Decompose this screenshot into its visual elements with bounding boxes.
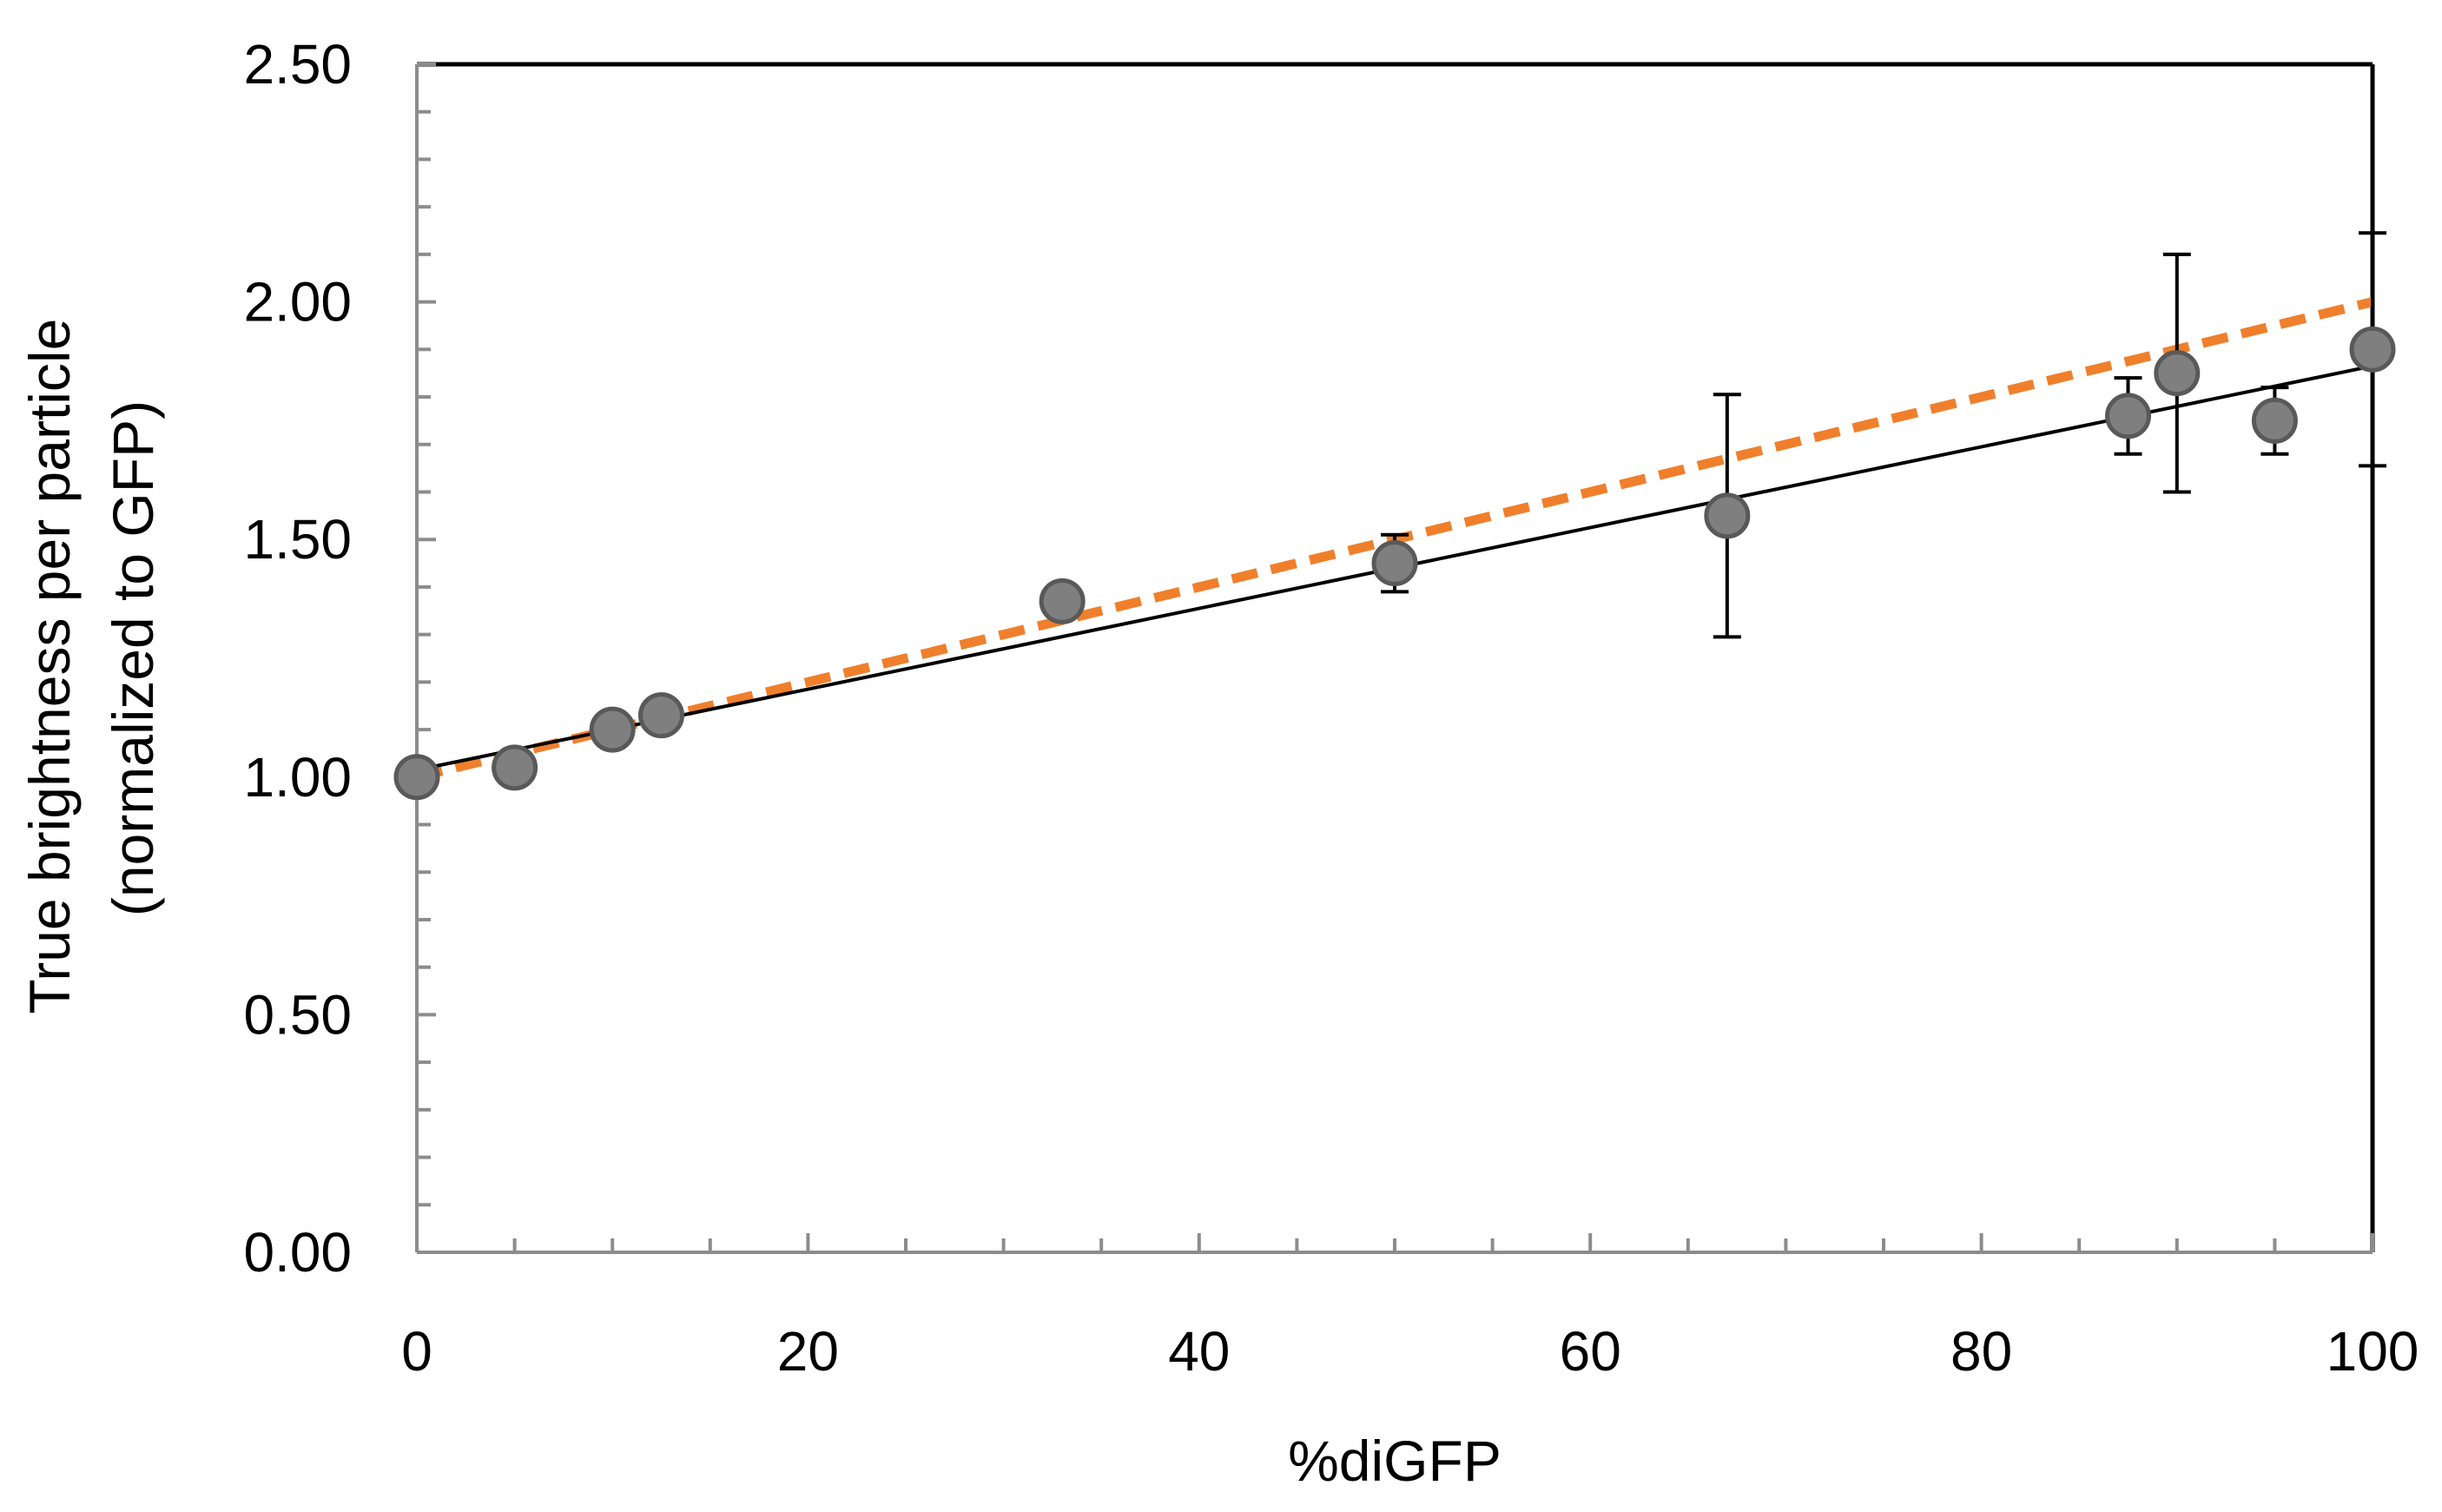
y-tick-label: 2.50 (243, 33, 352, 96)
data-points (393, 326, 2396, 801)
data-point (2349, 326, 2396, 373)
x-tick-label: 100 (2326, 1320, 2419, 1383)
data-point (589, 706, 636, 753)
x-axis-label: %diGFP (1288, 1429, 1502, 1493)
x-tick-labels: 0 20 40 60 80 100 (401, 1320, 2419, 1383)
y-axis-label: True brightness per particle (normalized… (17, 302, 165, 1014)
y-tick-label: 0.50 (243, 983, 352, 1046)
x-tick-label: 40 (1168, 1320, 1230, 1383)
y-axis-label-line-2: (normalized to GFP) (101, 400, 165, 916)
data-point (1039, 578, 1086, 624)
plot-frame (415, 62, 2375, 1254)
y-tick-label: 2.00 (243, 271, 352, 333)
x-tick-label: 80 (1950, 1320, 2012, 1383)
x-tick-label: 0 (401, 1320, 432, 1383)
x-tick-label: 20 (777, 1320, 839, 1383)
y-tick-labels: 0.00 0.50 1.00 1.50 2.00 2.50 (243, 33, 352, 1284)
data-point (492, 744, 538, 791)
data-point (638, 692, 684, 739)
y-tick-label: 0.00 (243, 1221, 352, 1284)
data-point (2154, 350, 2201, 397)
data-point (1704, 492, 1751, 539)
y-tick-label: 1.00 (243, 746, 352, 809)
data-point (2105, 393, 2151, 439)
y-axis-label-line-1: True brightness per particle (17, 319, 82, 1014)
y-tick-label: 1.50 (243, 508, 352, 571)
data-point (393, 754, 440, 801)
axis-ticks (415, 63, 2374, 1254)
x-tick-label: 60 (1560, 1320, 1621, 1383)
data-point (2251, 397, 2298, 444)
data-point (1371, 540, 1418, 587)
